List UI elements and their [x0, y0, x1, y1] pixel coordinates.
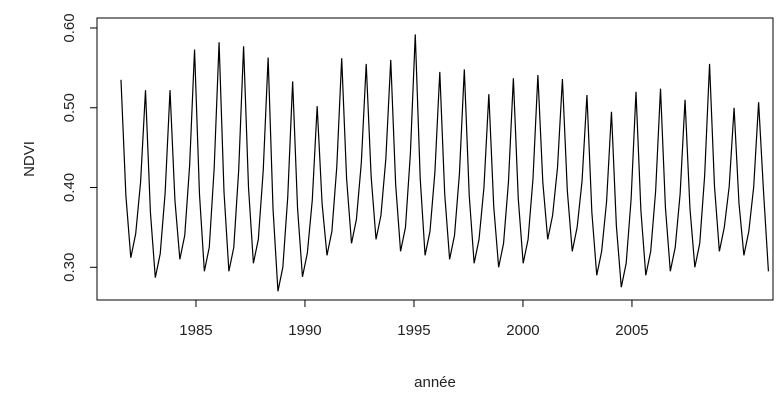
- y-tick-label: 0.60: [61, 13, 78, 42]
- x-tick-label: 2005: [615, 322, 648, 339]
- y-tick-label: 0.30: [61, 253, 78, 282]
- x-tick-label: 1995: [397, 322, 430, 339]
- x-tick-label: 1985: [179, 322, 212, 339]
- x-axis-label: année: [414, 374, 456, 391]
- y-tick-label: 0.40: [61, 173, 78, 202]
- series-line: [120, 34, 770, 292]
- y-tick-label: 0.50: [61, 93, 78, 122]
- y-axis-label: NDVI: [21, 141, 38, 177]
- x-tick-label: 1990: [288, 322, 321, 339]
- plot-box: [96, 17, 774, 301]
- x-tick-label: 2000: [506, 322, 539, 339]
